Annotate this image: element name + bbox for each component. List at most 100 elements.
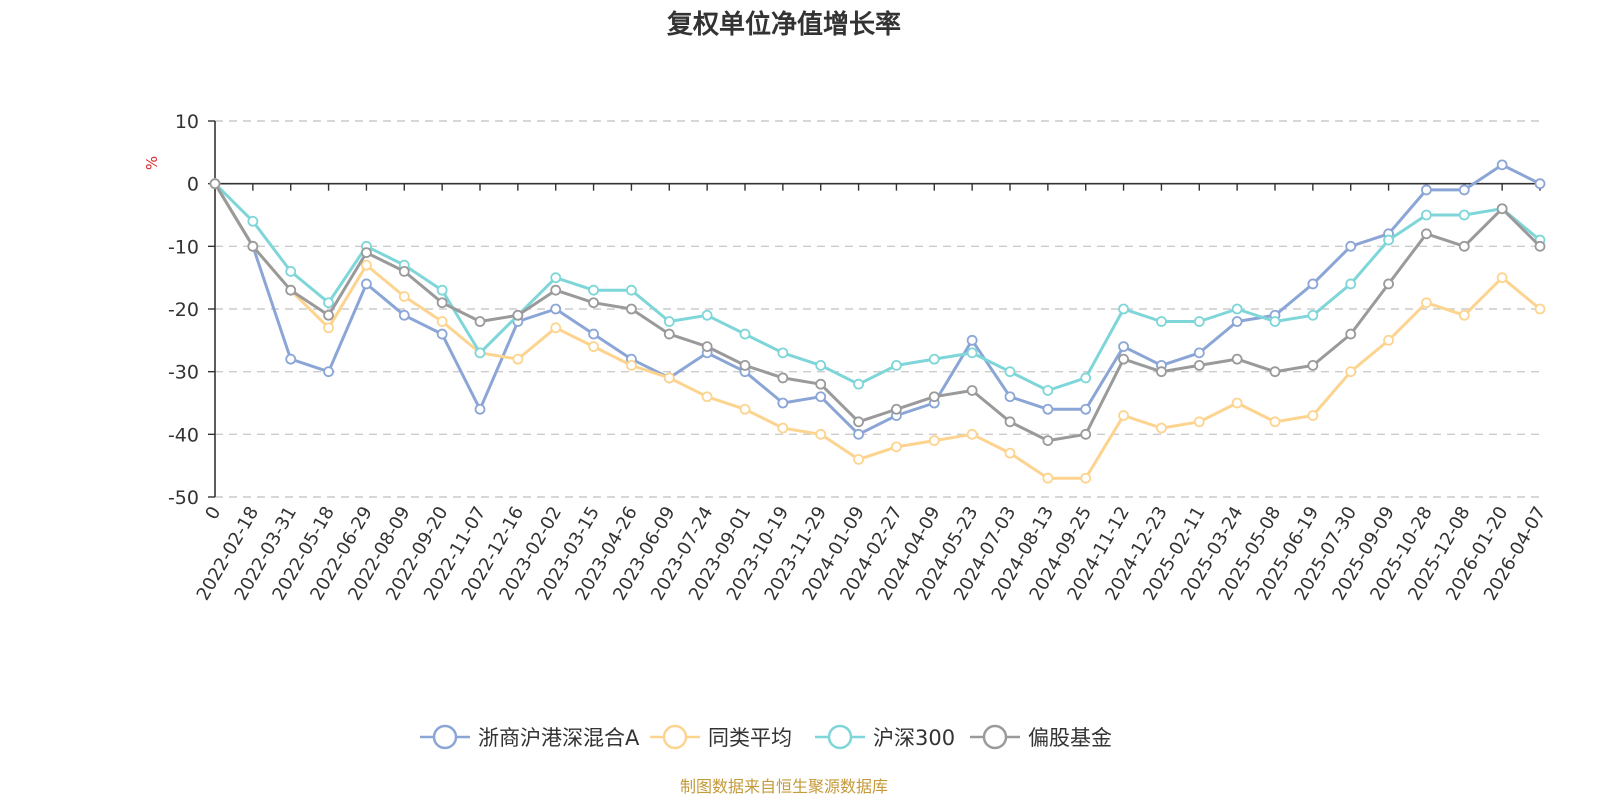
series-line (213, 182, 1541, 480)
data-point (1042, 385, 1054, 396)
data-point (1383, 334, 1394, 346)
y-tick-label: -40 (168, 424, 199, 446)
series-line (213, 182, 1542, 443)
data-point (436, 284, 448, 296)
data-point (512, 309, 524, 321)
data-point (663, 316, 675, 327)
data-point (436, 328, 448, 340)
data-point (928, 391, 940, 403)
data-point (1534, 303, 1546, 315)
data-point (1156, 316, 1167, 327)
data-point (474, 403, 486, 415)
legend-item[interactable]: 同类平均 (650, 724, 792, 750)
data-point (1458, 184, 1470, 196)
data-point (1345, 278, 1357, 290)
source-note: 制图数据来自恒生聚源数据库 (680, 777, 888, 796)
data-point (1383, 278, 1394, 290)
data-point (1118, 341, 1129, 353)
data-point (1156, 366, 1167, 378)
data-point (1307, 309, 1319, 321)
data-point (1269, 366, 1281, 378)
data-point (1193, 316, 1205, 327)
data-point (474, 316, 486, 327)
data-point (1042, 403, 1054, 415)
y-tick-label: -10 (168, 236, 199, 258)
data-point (777, 372, 789, 384)
legend-marker (982, 724, 1008, 750)
legend-item[interactable]: 沪深300 (815, 724, 955, 750)
y-axis-unit-label: % (143, 156, 161, 170)
data-point (588, 341, 599, 353)
data-point (1004, 447, 1016, 459)
legend-marker (827, 724, 853, 750)
data-point (209, 178, 221, 190)
data-point (361, 278, 372, 290)
data-point (626, 359, 637, 371)
data-point (361, 259, 372, 271)
data-point (1307, 410, 1319, 421)
data-point (853, 428, 864, 440)
data-point (739, 403, 751, 415)
series-3 (209, 178, 1546, 396)
data-point (323, 309, 334, 321)
data-point (398, 265, 410, 277)
data-point (1193, 347, 1205, 359)
legend-label: 浙商沪港深混合A (478, 726, 640, 750)
data-point (550, 303, 562, 315)
legend-item[interactable]: 偏股基金 (970, 724, 1112, 750)
data-point (1458, 309, 1470, 321)
data-point (1118, 410, 1129, 421)
data-point (1496, 159, 1508, 171)
data-point (701, 391, 713, 403)
data-point (512, 353, 524, 365)
data-point (1496, 203, 1508, 215)
data-point (247, 240, 259, 252)
data-point (1307, 278, 1319, 290)
data-point (1345, 240, 1357, 252)
data-point (1345, 366, 1357, 378)
data-point (853, 378, 864, 390)
data-point (550, 284, 562, 296)
data-point (323, 322, 334, 334)
data-point (323, 366, 334, 378)
data-point (474, 347, 486, 359)
data-point (815, 391, 827, 403)
y-tick-label: -50 (168, 487, 199, 509)
data-point (663, 328, 675, 340)
data-point (1269, 316, 1281, 327)
data-point (1231, 353, 1243, 365)
data-point (1231, 316, 1243, 327)
data-point (815, 359, 827, 371)
data-point (588, 284, 599, 296)
legend[interactable]: 浙商沪港深混合A 同类平均 沪深300 偏股基金 (420, 724, 1112, 750)
data-point (1193, 416, 1205, 428)
data-point (626, 284, 637, 296)
data-point (663, 372, 675, 384)
data-point (1458, 209, 1470, 221)
data-point (701, 341, 713, 353)
data-point (1118, 353, 1129, 365)
data-point (891, 441, 902, 453)
grid-lines (215, 120, 1540, 498)
legend-marker (432, 724, 458, 750)
data-point (1193, 359, 1205, 371)
data-point (1421, 209, 1432, 221)
y-tick-label: -30 (168, 362, 199, 384)
data-point (1080, 372, 1092, 384)
data-point (550, 322, 562, 334)
data-point (891, 359, 902, 371)
data-point (1496, 272, 1508, 284)
data-point (1080, 403, 1092, 415)
data-point (436, 316, 448, 327)
data-point (436, 297, 448, 309)
data-point (928, 353, 940, 365)
x-tick-label: 0 (201, 503, 225, 523)
legend-item[interactable]: 浙商沪港深混合A (420, 724, 640, 750)
data-point (739, 328, 751, 340)
data-point (1080, 472, 1092, 484)
legend-marker (662, 724, 688, 750)
series-4 (209, 178, 1546, 447)
legend-label: 偏股基金 (1028, 726, 1112, 750)
data-point (1421, 297, 1432, 309)
data-point (966, 385, 978, 396)
